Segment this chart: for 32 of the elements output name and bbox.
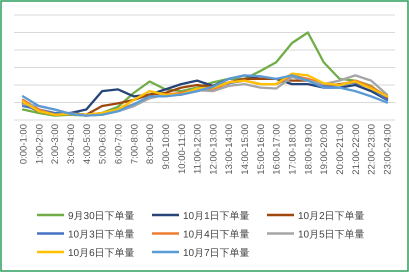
x-tick-label: 16:00-17:00 bbox=[272, 124, 283, 175]
x-tick-label: 1:00-2:00 bbox=[34, 124, 46, 164]
legend-label: 10月1日下单量 bbox=[183, 210, 250, 222]
x-tick-label: 15:00-16:00 bbox=[256, 124, 267, 175]
legend-label: 10月2日下单量 bbox=[298, 210, 365, 222]
x-tick-label: 13:00-14:00 bbox=[224, 124, 236, 175]
x-tick-label: 22:00-23:00 bbox=[366, 124, 378, 175]
x-tick-label: 8:00-9:00 bbox=[145, 124, 156, 164]
x-tick-label: 0:00-1:00 bbox=[18, 124, 30, 164]
x-tick-label: 9:00-10:00 bbox=[160, 124, 172, 170]
x-tick-label: 7:00-8:00 bbox=[129, 124, 140, 164]
x-tick-label: 10:00-11:00 bbox=[176, 124, 188, 174]
x-tick-label: 19:00-20:00 bbox=[319, 124, 330, 175]
legend-label: 10月5日下单量 bbox=[298, 228, 365, 240]
x-tick-label: 17:00-18:00 bbox=[288, 124, 299, 175]
x-tick-label: 23:00-24:00 bbox=[382, 124, 394, 175]
x-tick-label: 21:00-22:00 bbox=[350, 124, 362, 175]
x-tick-label: 11:00-12:00 bbox=[192, 124, 204, 174]
x-tick-label: 6:00-7:00 bbox=[113, 124, 124, 164]
legend-label: 10月6日下单量 bbox=[68, 247, 135, 259]
legend-label: 10月7日下单量 bbox=[183, 247, 250, 259]
legend-label: 10月4日下单量 bbox=[183, 228, 250, 240]
x-tick-label: 20:00-21:00 bbox=[335, 124, 346, 175]
x-tick-label: 18:00-19:00 bbox=[303, 124, 314, 175]
x-tick-label: 2:00-3:00 bbox=[50, 124, 62, 164]
x-tick-label: 3:00-4:00 bbox=[66, 124, 77, 164]
legend-label: 10月3日下单量 bbox=[68, 228, 135, 240]
x-tick-label: 14:00-15:00 bbox=[240, 124, 252, 175]
x-tick-label: 4:00-5:00 bbox=[82, 124, 93, 164]
legend-label: 9月30日下单量 bbox=[68, 210, 135, 222]
x-tick-label: 12:00-13:00 bbox=[208, 124, 220, 175]
x-tick-label: 5:00-6:00 bbox=[98, 124, 109, 164]
